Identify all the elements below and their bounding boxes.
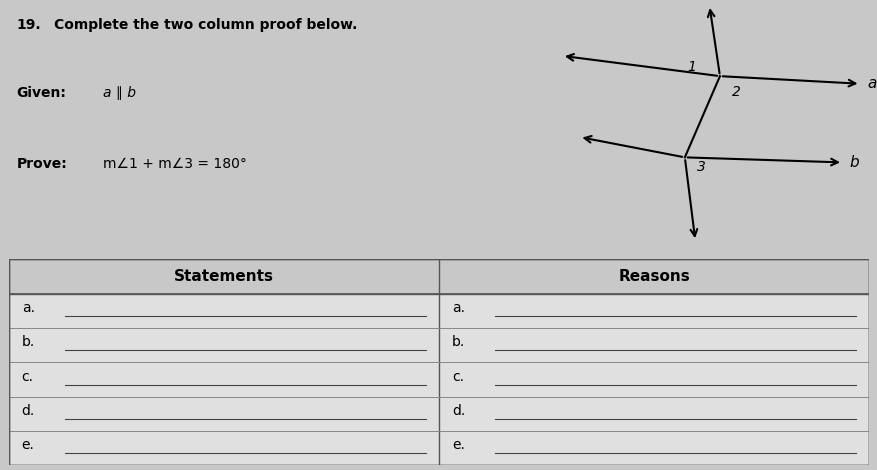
Text: c.: c. — [22, 370, 33, 384]
Text: Reasons: Reasons — [617, 268, 689, 283]
Text: d.: d. — [22, 404, 35, 418]
Text: Complete the two column proof below.: Complete the two column proof below. — [54, 18, 358, 32]
Text: m∠1 + m∠3 = 180°: m∠1 + m∠3 = 180° — [103, 157, 247, 172]
FancyBboxPatch shape — [9, 258, 868, 465]
Text: a.: a. — [22, 301, 35, 315]
Text: e.: e. — [452, 439, 464, 453]
Text: d.: d. — [452, 404, 465, 418]
Text: 1: 1 — [687, 60, 695, 74]
Text: e.: e. — [22, 439, 34, 453]
Text: Statements: Statements — [174, 268, 274, 283]
Text: a.: a. — [452, 301, 465, 315]
Text: Prove:: Prove: — [17, 157, 67, 172]
Text: c.: c. — [452, 370, 463, 384]
Text: b.: b. — [22, 336, 35, 349]
Text: Given:: Given: — [17, 86, 66, 100]
Text: 19.: 19. — [17, 18, 41, 32]
Text: 3: 3 — [696, 160, 705, 174]
Text: a ∥ b: a ∥ b — [103, 86, 136, 100]
Text: 2: 2 — [731, 85, 740, 99]
Text: b: b — [849, 155, 859, 170]
FancyBboxPatch shape — [9, 258, 868, 294]
Text: b.: b. — [452, 336, 465, 349]
Text: a: a — [866, 76, 876, 91]
